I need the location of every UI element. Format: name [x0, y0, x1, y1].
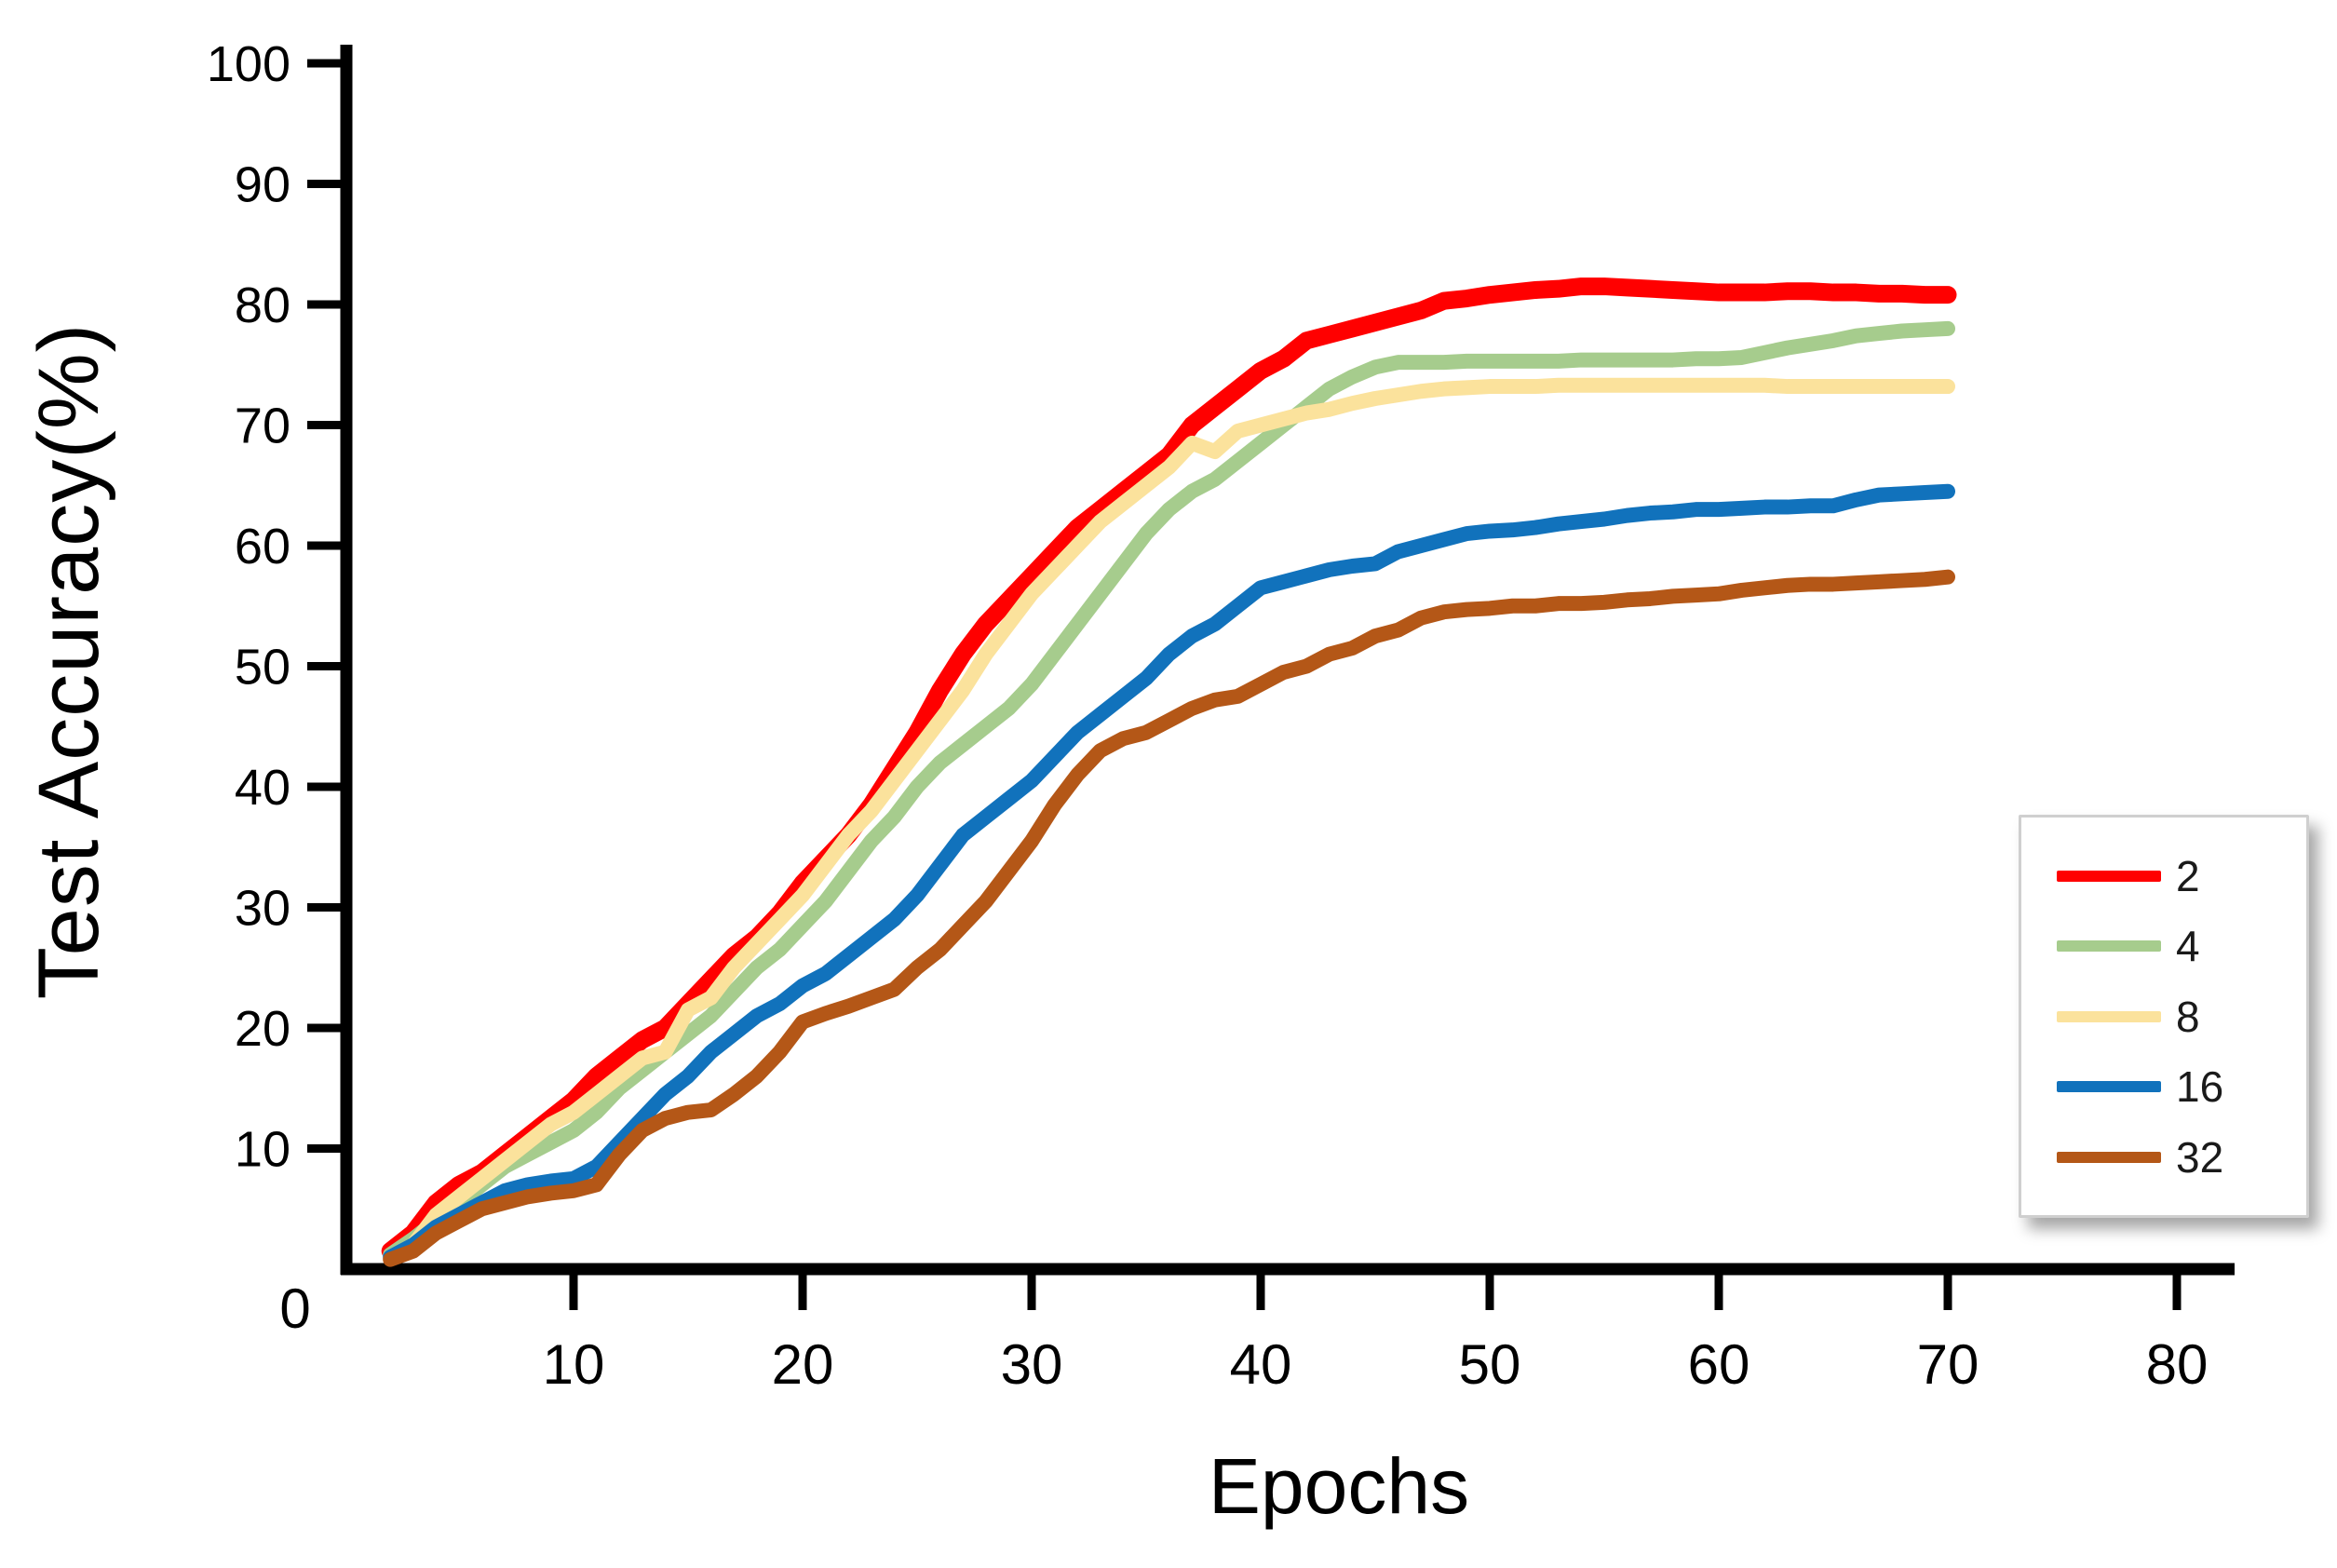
legend-label-16: 16: [2176, 1062, 2224, 1111]
origin-tick-label: 0: [279, 1277, 310, 1340]
x-tick-label: 20: [772, 1333, 834, 1396]
legend-label-32: 32: [2176, 1132, 2224, 1182]
x-tick-label: 10: [543, 1333, 605, 1396]
legend-box: 2 4 8 16 32: [2019, 815, 2309, 1218]
x-tick-label: 60: [1688, 1333, 1750, 1396]
x-tick-label: 30: [1001, 1333, 1063, 1396]
legend-swatch-4: [2057, 940, 2161, 952]
x-tick-label: 40: [1230, 1333, 1292, 1396]
series-line-2: [381, 277, 1957, 1261]
legend-item-8: 8: [2021, 995, 2306, 1038]
series-line-16: [383, 483, 1955, 1265]
y-tick-label: 20: [235, 1001, 290, 1057]
series-line-8: [383, 377, 1955, 1265]
y-axis-title: Test Accuracy(%): [21, 322, 116, 1000]
y-tick-label: 80: [235, 277, 290, 333]
legend-item-2: 2: [2021, 855, 2306, 898]
legend-label-2: 2: [2176, 851, 2200, 900]
series-line-32: [383, 569, 1955, 1267]
y-tick-label: 40: [235, 760, 290, 816]
x-axis-title: Epochs: [1208, 1442, 1470, 1530]
legend-item-32: 32: [2021, 1136, 2306, 1179]
y-tick-label: 10: [235, 1122, 290, 1178]
y-tick-label: 70: [235, 399, 290, 454]
x-tick-label: 50: [1459, 1333, 1521, 1396]
legend-swatch-8: [2057, 1010, 2161, 1022]
y-tick-label: 30: [235, 881, 290, 937]
legend-item-16: 16: [2021, 1065, 2306, 1108]
legend-swatch-32: [2057, 1151, 2161, 1163]
legend-label-8: 8: [2176, 992, 2200, 1041]
y-tick-label: 90: [235, 157, 290, 213]
y-tick-label: 60: [235, 519, 290, 574]
y-tick-label: 100: [207, 36, 290, 92]
x-tick-label: 70: [1917, 1333, 1979, 1396]
legend-label-4: 4: [2176, 922, 2200, 970]
legend-swatch-16: [2057, 1081, 2161, 1092]
legend-swatch-2: [2057, 870, 2161, 882]
x-tick-label: 80: [2146, 1333, 2209, 1396]
y-tick-label: 50: [235, 640, 290, 696]
series-line-4: [383, 320, 1955, 1263]
legend-item-4: 4: [2021, 925, 2306, 967]
